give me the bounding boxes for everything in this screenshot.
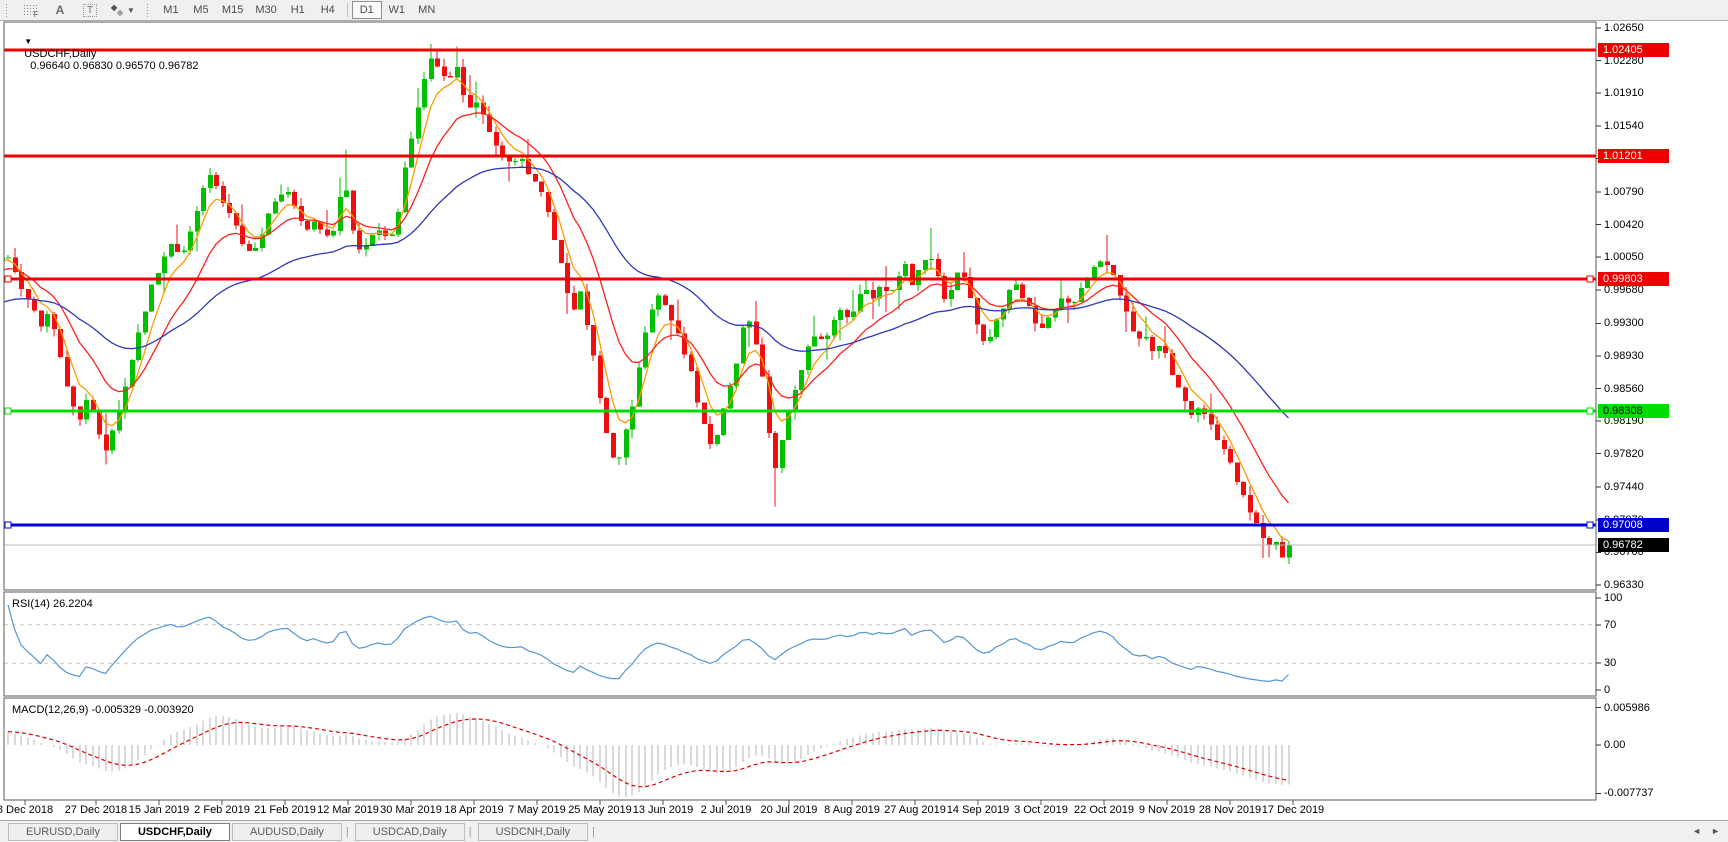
tab-scroll-left-button[interactable]: ◄ (1692, 826, 1702, 836)
date-tick-label: 2 Feb 2019 (194, 804, 250, 816)
rsi-indicator-label: RSI(14) 26.2204 (12, 598, 93, 610)
date-tick-label: 3 Oct 2019 (1014, 804, 1068, 816)
chart-tab-bar: EURUSD,Daily USDCHF,Daily AUDUSD,Daily | USD… (0, 820, 1728, 842)
price-tick-label: 1.00790 (1604, 185, 1644, 198)
macd-plot (7, 713, 1290, 798)
date-tick-label: 20 Jul 2019 (760, 804, 818, 816)
text-box-tool-button[interactable]: T (75, 1, 105, 19)
line-price-tag: 1.01201 (1598, 148, 1669, 163)
chart-title-ohlc: 0.96640 0.96830 0.96570 0.96782 (30, 60, 199, 72)
price-tick-label: 0.97820 (1604, 447, 1644, 460)
letter-a-icon: A (55, 3, 65, 17)
toolbar-grip[interactable] (5, 3, 10, 17)
timeframe-button-h4[interactable]: H4 (320, 4, 335, 16)
rsi-plot (4, 604, 1596, 683)
price-tick-label: 1.02280 (1604, 54, 1644, 67)
tab-separator: | (345, 826, 349, 838)
date-tick-label: 28 Nov 2019 (1198, 804, 1262, 816)
price-tick-label: 1.00420 (1604, 218, 1644, 231)
price-tick-label: 0.98930 (1604, 349, 1644, 362)
date-tick-label: 30 Mar 2019 (380, 804, 442, 816)
indicator-tick-label: 100 (1604, 592, 1623, 604)
price-tick-label: 0.98190 (1604, 415, 1644, 428)
toolbar: F A T ◆ ◆ ▼ M1 M5 M15 M30 H1 H4 D1 W1 MN (0, 0, 1728, 21)
indicator-tick-label: 0.00 (1604, 739, 1626, 751)
arrow-objects-button[interactable]: ◆ ◆ ▼ (105, 1, 141, 19)
tab-scroll-right-button[interactable]: ► (1711, 826, 1720, 836)
grid-fibo-tool-button[interactable]: F (15, 1, 45, 19)
tab-separator: | (468, 826, 472, 838)
line-price-tag: 0.97008 (1598, 518, 1669, 533)
timeframe-button-m5[interactable]: M5 (193, 4, 209, 16)
indicator-tick-label: 30 (1604, 657, 1617, 670)
toolbar-grip-2[interactable] (145, 3, 151, 17)
chart-title-symbol: USDCHF,Daily (24, 48, 97, 60)
line-price-tag: 0.98308 (1598, 403, 1669, 418)
tab-scroll-arrows: ◄ ► (1692, 826, 1720, 836)
symbol-dropdown-icon[interactable]: ▼ (24, 37, 33, 46)
date-tick-label: 12 Mar 2019 (317, 804, 379, 816)
indicator-tick-label: 0.005986 (1604, 701, 1650, 714)
price-tick-label: 0.97440 (1604, 481, 1644, 494)
price-tick-label: 0.98560 (1604, 382, 1644, 395)
grid-icon: F (23, 4, 39, 19)
price-tick-label: 0.99300 (1604, 317, 1644, 330)
date-tick-label: 15 Jan 2019 (128, 804, 190, 816)
timeframe-button-w1[interactable]: W1 (388, 4, 405, 16)
toolbar-separator (346, 3, 348, 17)
date-tick-label: 22 Oct 2019 (1074, 804, 1134, 816)
price-tick-label: 1.01540 (1604, 119, 1644, 132)
chart-title: ▼ USDCHF,Daily 0.96640 0.96830 0.96570 0… (12, 24, 198, 84)
timeframe-button-m1[interactable]: M1 (163, 4, 179, 16)
date-tick-label: 7 May 2019 (508, 804, 566, 816)
text-label-tool-button[interactable]: A (45, 1, 75, 19)
date-tick-label: 25 May 2019 (568, 804, 632, 816)
date-tick-label: 9 Nov 2019 (1138, 804, 1196, 816)
chevron-down-icon: ▼ (127, 5, 135, 15)
timeframe-button-h1[interactable]: H1 (290, 4, 305, 16)
price-tick-label: 1.00050 (1604, 251, 1644, 264)
date-tick-label: 13 Jun 2019 (632, 804, 694, 816)
moving-averages (4, 77, 1289, 542)
timeframe-button-m30[interactable]: M30 (255, 4, 277, 16)
date-tick-label: 27 Dec 2018 (64, 804, 128, 816)
date-tick-label: 2 Jul 2019 (700, 804, 752, 816)
date-tick-label: 17 Dec 2019 (1261, 804, 1325, 816)
line-price-tag: 0.99803 (1598, 271, 1669, 286)
chart-tab-usdchf[interactable]: USDCHF,Daily (119, 823, 230, 841)
date-tick-label: 21 Feb 2019 (254, 804, 316, 816)
date-tick-label: 8 Dec 2018 (0, 804, 54, 816)
arrows-icon: ◆ ◆ (111, 3, 124, 17)
chart-tab-audusd[interactable]: AUDUSD,Daily (231, 823, 342, 841)
chart-tab-eurusd[interactable]: EURUSD,Daily (8, 823, 118, 841)
price-tick-label: 0.96330 (1604, 579, 1644, 592)
date-tick-label: 27 Aug 2019 (884, 804, 946, 816)
price-tick-label: 1.01910 (1604, 87, 1644, 100)
timeframe-button-mn[interactable]: MN (418, 4, 436, 16)
horizontal-lines[interactable] (4, 48, 1596, 546)
indicator-tick-label: 0 (1604, 684, 1611, 696)
timeframe-button-m15[interactable]: M15 (221, 4, 244, 16)
price-tick-label: 0.99680 (1604, 283, 1644, 296)
date-tick-label: 8 Aug 2019 (824, 804, 880, 816)
indicator-tick-label: 70 (1604, 618, 1617, 631)
timeframe-button-group: M1 M5 M15 M30 H1 H4 D1 W1 MN (156, 1, 442, 19)
line-price-tag: 1.02405 (1598, 42, 1669, 57)
tab-separator: | (592, 826, 596, 838)
current-price-tag: 0.96782 (1598, 538, 1669, 553)
date-tick-label: 18 Apr 2019 (444, 804, 504, 816)
macd-indicator-label: MACD(12,26,9) -0.005329 -0.003920 (12, 704, 194, 716)
timeframe-button-d1[interactable]: D1 (351, 1, 382, 19)
indicator-tick-label: -0.007737 (1604, 787, 1654, 800)
chart-tab-usdcad[interactable]: USDCAD,Daily (354, 823, 465, 841)
date-tick-label: 14 Sep 2019 (946, 804, 1010, 816)
letter-t-icon: T (82, 3, 98, 17)
price-tick-label: 1.02650 (1604, 21, 1644, 34)
chart-tab-usdcnh[interactable]: USDCNH,Daily (477, 823, 589, 841)
